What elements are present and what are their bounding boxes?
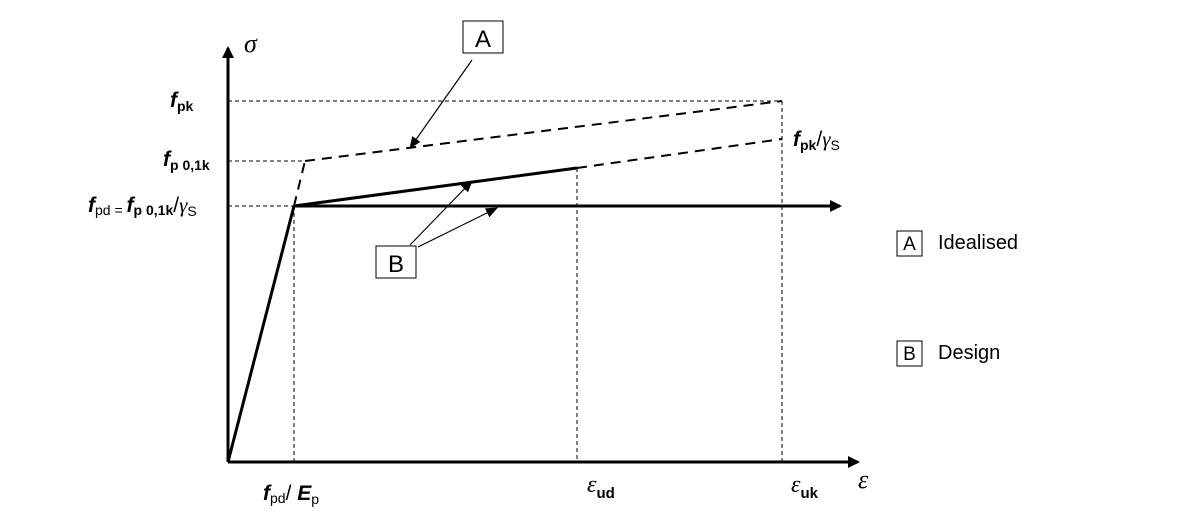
callout-b-pointer-1 (409, 180, 473, 246)
callout-a-box (462, 20, 504, 54)
legend-text-b: Design (938, 342, 1000, 364)
legend-key-b-box (896, 340, 923, 367)
label-euk: εuk (791, 472, 819, 502)
callout-a-pointer (409, 59, 473, 149)
callout-a-label: A (475, 26, 491, 53)
callout-b-label: B (388, 251, 404, 278)
curve-design (226, 166, 842, 463)
axes (222, 46, 860, 468)
legend-key-b: B (903, 344, 916, 365)
label-fpk-gamma: fpk/γS (793, 127, 840, 153)
legend-key-a-box (896, 230, 923, 257)
callout-b-pointer-2 (417, 207, 498, 248)
callout-a: A (409, 20, 504, 149)
x-axis-symbol: ε (858, 465, 869, 494)
label-fpk: fpk (170, 89, 194, 114)
curve-a-plastic (304, 100, 783, 162)
curve-idealised (293, 100, 783, 207)
curve-elastic (226, 205, 296, 463)
curve-inclined-branch (293, 166, 578, 208)
callout-b-box (375, 245, 417, 279)
label-eud: εud (587, 472, 615, 502)
label-fpd-ep: fpd/ Ep (263, 482, 319, 507)
guide-lines (228, 100, 783, 462)
legend: A Idealised B Design (896, 230, 1018, 367)
label-fp01k: fp 0,1k (163, 148, 210, 173)
y-axis-symbol: σ (244, 29, 258, 58)
label-fpd: fpd = fp 0,1k/γS (88, 193, 197, 219)
curve-a-elastic-ext (293, 160, 306, 207)
curve-design-ext (576, 138, 783, 169)
legend-key-a: A (903, 234, 916, 255)
legend-item-a: A Idealised (896, 230, 1018, 257)
legend-text-a: Idealised (938, 232, 1018, 254)
legend-item-b: B Design (896, 340, 1000, 367)
callout-b: B (375, 180, 498, 279)
